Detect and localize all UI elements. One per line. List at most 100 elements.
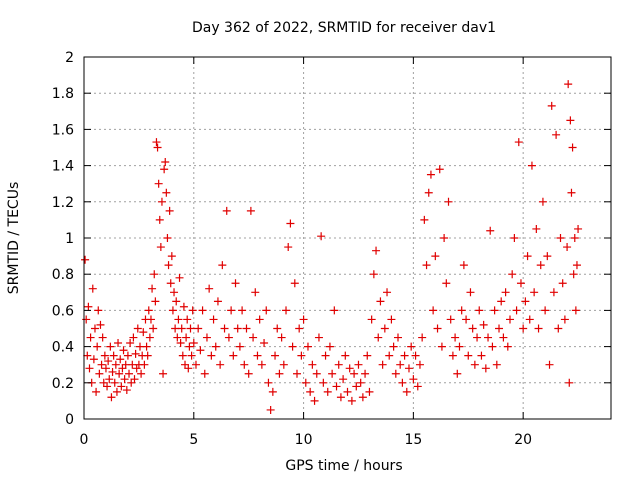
data-point	[175, 273, 184, 282]
y-tick-label: 1.8	[52, 86, 74, 102]
data-point	[435, 165, 444, 174]
data-point	[440, 234, 449, 242]
data-point	[358, 393, 367, 402]
data-point	[145, 333, 154, 342]
y-tick-label: 1.4	[52, 159, 74, 175]
data-point	[352, 382, 361, 391]
data-point	[89, 355, 98, 364]
x-tick-label: 20	[514, 432, 532, 448]
y-tick-label: 1	[65, 231, 74, 247]
data-point	[345, 364, 354, 373]
data-point	[510, 234, 519, 242]
data-point	[220, 324, 229, 333]
data-point	[385, 351, 394, 360]
data-point	[536, 261, 545, 270]
data-point	[255, 315, 264, 324]
data-point	[462, 315, 471, 324]
data-point	[361, 369, 370, 378]
data-point	[227, 306, 236, 315]
data-point	[505, 315, 514, 324]
data-point	[108, 367, 117, 376]
data-point	[481, 364, 490, 373]
data-point	[516, 279, 525, 288]
data-point	[354, 360, 363, 369]
x-tick-label: 5	[189, 432, 198, 448]
data-point	[156, 243, 165, 252]
data-point	[336, 393, 345, 402]
data-point	[297, 351, 306, 360]
data-point	[140, 360, 149, 369]
data-point	[545, 360, 554, 369]
data-point	[570, 234, 579, 242]
data-point	[115, 369, 124, 378]
x-tick-label: 10	[295, 432, 313, 448]
data-point	[251, 288, 260, 297]
data-point	[187, 351, 196, 360]
data-point	[159, 369, 168, 378]
y-tick-label: 0.2	[52, 376, 74, 392]
data-point	[400, 351, 409, 360]
data-point	[369, 270, 378, 279]
data-point	[105, 375, 114, 384]
data-point	[527, 161, 536, 170]
data-point	[508, 270, 517, 279]
data-point	[563, 243, 572, 252]
data-point	[321, 351, 330, 360]
data-point	[308, 360, 317, 369]
grid-lines	[84, 57, 611, 419]
data-point	[314, 333, 323, 342]
data-point	[240, 360, 249, 369]
data-point	[437, 342, 446, 351]
data-point	[424, 188, 433, 197]
x-tick-label: 15	[404, 432, 422, 448]
data-point	[179, 302, 188, 311]
data-point	[107, 393, 116, 402]
y-tick-label: 1.2	[52, 195, 74, 211]
data-point	[350, 369, 359, 378]
data-point	[457, 306, 466, 315]
data-point	[116, 355, 125, 364]
data-point	[172, 297, 181, 306]
data-point	[532, 224, 541, 233]
data-point	[144, 306, 153, 315]
data-point	[93, 342, 102, 351]
data-point	[310, 396, 319, 405]
data-point	[413, 382, 422, 391]
data-point	[459, 261, 468, 270]
data-point	[189, 338, 198, 347]
data-point	[207, 351, 216, 360]
data-point	[176, 338, 185, 347]
data-point	[538, 197, 547, 206]
data-point	[117, 382, 126, 391]
data-point	[286, 219, 295, 228]
x-axis-title: GPS time / hours	[285, 458, 402, 474]
data-point	[216, 360, 225, 369]
data-point	[565, 378, 574, 387]
data-point	[422, 261, 431, 270]
data-point	[106, 342, 115, 351]
data-point	[334, 360, 343, 369]
data-point	[560, 315, 569, 324]
data-point	[266, 405, 275, 414]
data-point	[549, 288, 558, 297]
data-point	[112, 387, 121, 396]
y-axis-title: SRMTID / TECUs	[6, 182, 22, 295]
data-point	[196, 346, 205, 355]
data-point	[433, 324, 442, 333]
data-point	[299, 315, 308, 324]
data-point	[249, 333, 258, 342]
data-point	[157, 197, 166, 206]
data-point	[453, 369, 462, 378]
x-tick-label: 0	[80, 432, 89, 448]
data-point	[268, 387, 277, 396]
data-point	[130, 375, 139, 384]
data-point	[86, 333, 95, 342]
data-point	[133, 324, 142, 333]
data-point	[98, 333, 107, 342]
data-point	[253, 351, 262, 360]
data-point	[185, 342, 194, 351]
data-point	[194, 324, 203, 333]
data-point	[90, 324, 99, 333]
data-point	[363, 351, 372, 360]
